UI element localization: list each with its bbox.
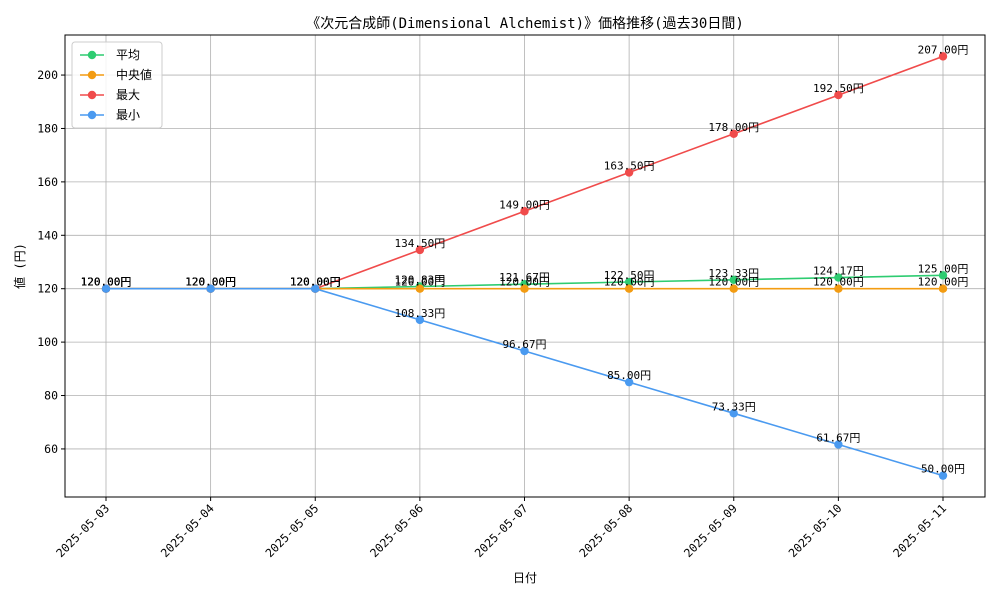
data-label: 50.00円 xyxy=(921,463,965,476)
data-point xyxy=(415,315,425,325)
data-point xyxy=(624,284,634,293)
data-point xyxy=(520,284,529,293)
data-point xyxy=(834,284,843,293)
data-label: 120.00円 xyxy=(290,276,341,289)
data-label: 120.00円 xyxy=(499,276,550,289)
data-label: 120.00円 xyxy=(918,276,969,289)
y-tick-label: 200 xyxy=(37,68,58,82)
legend-marker xyxy=(87,50,97,60)
data-point xyxy=(520,207,529,216)
data-label: 125.00円 xyxy=(918,262,969,275)
data-label: 120.00円 xyxy=(185,276,236,289)
data-label: 178.00円 xyxy=(708,121,759,134)
data-point xyxy=(729,284,738,293)
y-axis-label: 値 (円) xyxy=(12,243,27,289)
data-point xyxy=(834,273,843,282)
data-point xyxy=(415,245,425,255)
y-tick-label: 180 xyxy=(37,121,58,135)
legend-marker xyxy=(87,70,97,80)
data-label: 85.00円 xyxy=(607,369,651,382)
data-label: 120.00円 xyxy=(708,276,759,289)
y-tick-label: 160 xyxy=(37,175,58,189)
legend-label: 最大 xyxy=(116,88,140,102)
legend-marker xyxy=(87,90,97,100)
data-label: 120.00円 xyxy=(185,276,236,289)
data-point xyxy=(624,377,634,387)
data-label: 149.00円 xyxy=(499,198,550,211)
data-point xyxy=(206,284,215,293)
data-point xyxy=(938,471,948,480)
legend-marker xyxy=(87,110,97,120)
data-label: 134.50円 xyxy=(395,237,446,250)
data-point xyxy=(834,440,843,449)
data-label: 73.33円 xyxy=(712,400,756,413)
data-label: 120.00円 xyxy=(185,276,236,289)
data-label: 120.00円 xyxy=(604,276,655,289)
data-label: 207.00円 xyxy=(918,43,969,56)
data-point xyxy=(624,168,634,177)
data-label: 108.33円 xyxy=(395,307,446,320)
legend-label: 最小 xyxy=(116,108,140,122)
y-tick-label: 120 xyxy=(37,282,58,296)
data-point xyxy=(520,346,529,356)
data-label-layer: 120.00円 120.00円 120.00円 120.83円 121.67円 122.5… xyxy=(81,43,969,475)
y-tick-label: 80 xyxy=(44,389,58,403)
series-layer xyxy=(101,52,948,480)
data-label: 123.33円 xyxy=(708,267,759,280)
data-label: 96.67円 xyxy=(502,338,546,351)
data-point xyxy=(624,277,634,287)
x-axis-label: 日付 xyxy=(513,571,537,585)
grid-layer xyxy=(65,35,985,497)
data-label: 120.83円 xyxy=(395,273,446,286)
data-point xyxy=(311,284,320,293)
data-label: 192.50円 xyxy=(813,82,864,95)
data-point xyxy=(834,90,843,100)
data-point xyxy=(729,129,738,139)
data-point xyxy=(729,275,738,285)
data-label: 120.00円 xyxy=(395,276,446,289)
data-point xyxy=(415,284,425,293)
data-label: 120.00円 xyxy=(81,276,132,289)
data-label: 120.00円 xyxy=(290,276,341,289)
data-point xyxy=(729,409,738,418)
data-label: 120.00円 xyxy=(290,276,341,289)
data-label: 120.00円 xyxy=(813,276,864,289)
y-tick-label: 100 xyxy=(37,335,58,349)
y-tick-label: 140 xyxy=(37,228,58,242)
data-label: 120.00円 xyxy=(81,276,132,289)
data-label: 120.00円 xyxy=(81,276,132,289)
legend-label: 平均 xyxy=(116,48,140,62)
data-point xyxy=(938,52,948,61)
legend-label: 中央値 xyxy=(116,67,152,82)
data-point xyxy=(938,284,948,293)
data-label: 122.50円 xyxy=(604,269,655,282)
data-label: 61.67円 xyxy=(816,431,860,444)
y-tick-label: 60 xyxy=(44,442,58,456)
data-point xyxy=(101,284,111,293)
data-label: 121.67円 xyxy=(499,271,550,284)
data-label: 120.00円 xyxy=(290,276,341,289)
data-label: 163.50円 xyxy=(604,160,655,173)
data-label: 120.00円 xyxy=(185,276,236,289)
data-point xyxy=(938,271,948,280)
data-label: 120.00円 xyxy=(81,276,132,289)
legend-box xyxy=(71,41,163,129)
data-label: 124.17円 xyxy=(813,265,864,278)
chart-title: 《次元合成師(Dimensional Alchemist)》価格推移(過去30日… xyxy=(306,16,744,32)
